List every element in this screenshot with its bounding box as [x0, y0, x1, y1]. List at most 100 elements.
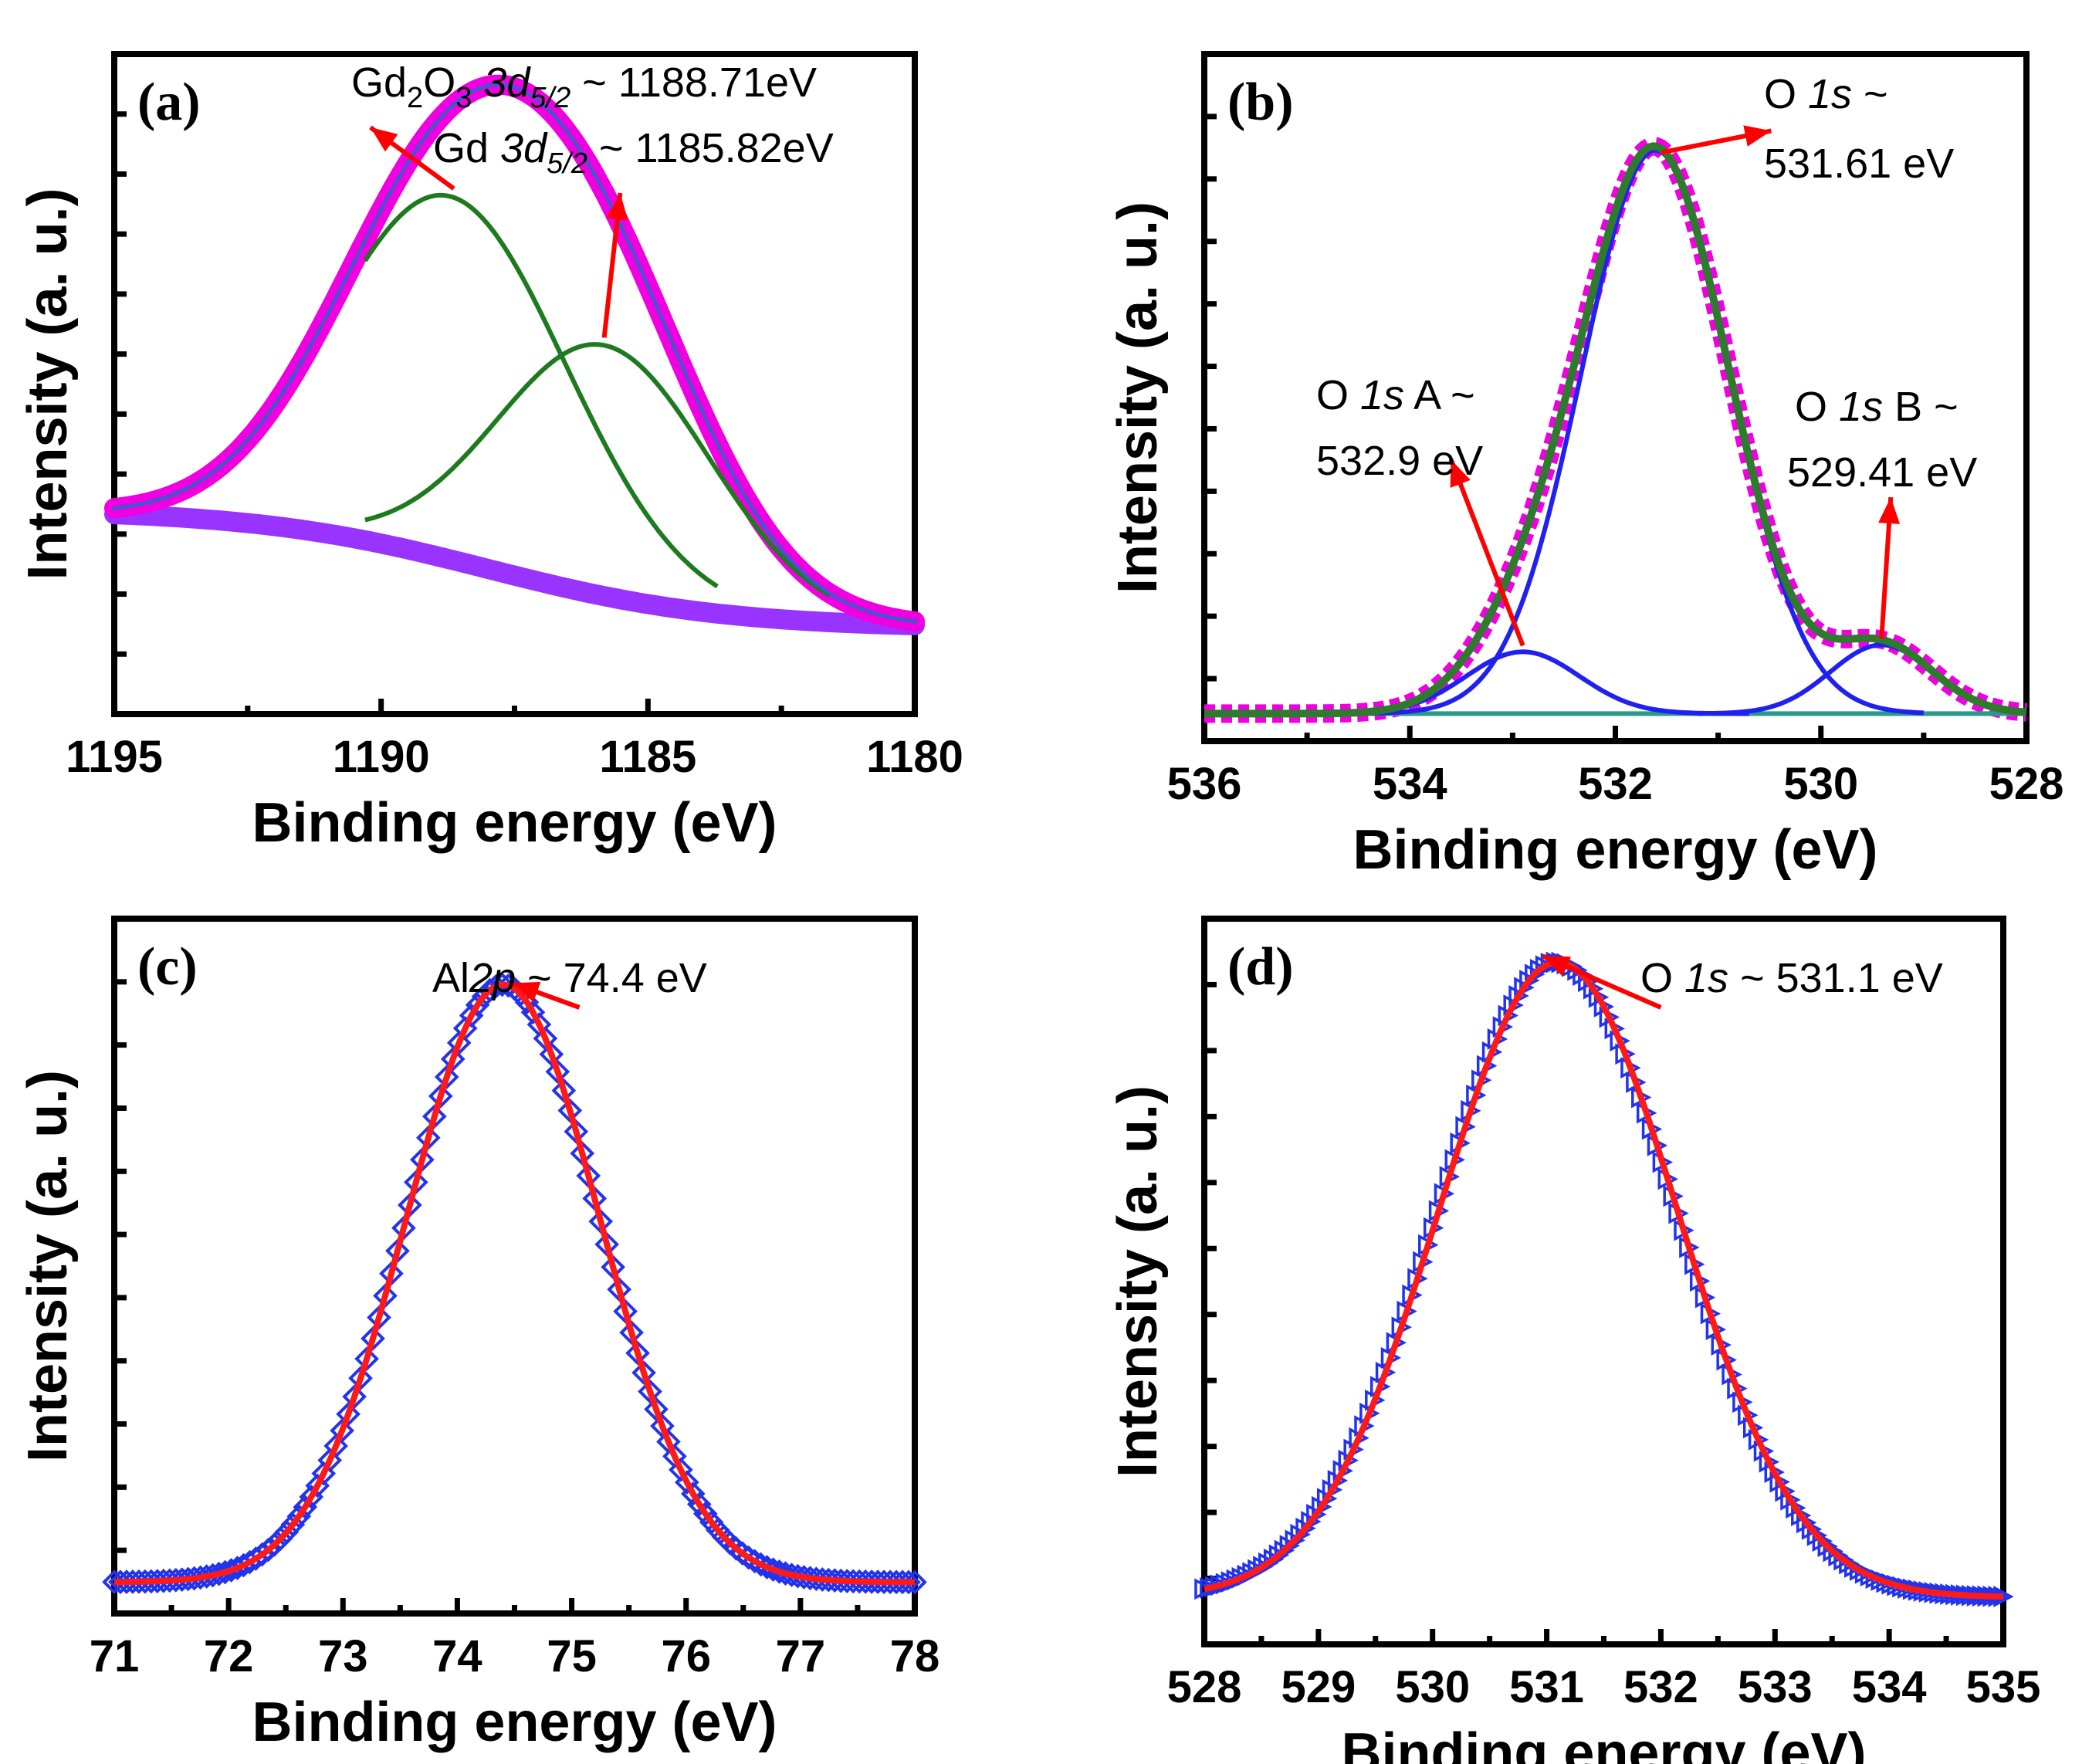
envelope-point: [770, 535, 775, 540]
envelope-point: [165, 494, 171, 499]
envelope-point: [618, 224, 624, 229]
envelope-point: [352, 259, 357, 264]
envelope-point: [298, 360, 303, 365]
panel-c: 71 72 73 74 75 76 77 78 Binding energy (eV) Inten…: [17, 916, 940, 1753]
envelope-point: [592, 171, 598, 177]
envelope-point: [530, 93, 535, 99]
annot-orbital: 1s: [1684, 955, 1728, 1001]
x-tick-label: 76: [661, 1631, 711, 1681]
envelope-point: [823, 588, 828, 594]
fit-curve: [114, 981, 915, 1586]
arrow-head: [606, 193, 628, 221]
annotation-o1s-b-value: 529.41 eV: [1787, 449, 1977, 496]
envelope-point: [388, 191, 393, 196]
envelope-point: [262, 415, 268, 421]
envelope-point: [787, 557, 793, 562]
envelope-point: [574, 142, 580, 147]
envelope-point: [672, 346, 677, 351]
envelope-point: [467, 90, 472, 96]
data-point: [1194, 1578, 1215, 1600]
envelope-point: [396, 175, 401, 181]
envelope-point: [681, 366, 686, 371]
background-band: [104, 504, 925, 635]
panel-label: (c): [137, 937, 198, 997]
plot-frame: [1201, 916, 2006, 1647]
envelope-point: [209, 470, 215, 476]
annot-sub-2: 2: [407, 82, 423, 114]
envelope-point: [459, 96, 464, 101]
envelope-point: [289, 375, 295, 381]
envelope-point: [272, 402, 277, 408]
x-tick-label: 73: [318, 1631, 368, 1681]
data-point: [686, 1491, 712, 1517]
annot-suffix: ~: [1852, 71, 1888, 117]
envelope-point: [183, 486, 188, 492]
envelope-point: [112, 506, 117, 511]
arrow-shaft: [1448, 459, 1525, 647]
envelope-point: [689, 387, 695, 392]
annot-suffix: B ~: [1883, 384, 1959, 430]
annotation-o1s: O 1s ~: [1764, 71, 1888, 117]
panel-label: (a): [137, 73, 201, 132]
fit-curve: [1204, 959, 2004, 1600]
envelope-point: [325, 311, 330, 317]
envelope-point: [752, 510, 757, 515]
envelope-point: [405, 160, 411, 165]
x-tick-label: 1190: [333, 732, 430, 782]
envelope-point: [512, 85, 517, 90]
envelope-point: [130, 503, 135, 508]
envelope-point: [858, 606, 864, 611]
envelope-point: [174, 490, 179, 496]
data-point: [489, 972, 515, 997]
x-tick-label: 71: [90, 1631, 140, 1681]
data-point: [440, 1047, 466, 1072]
envelope-point: [716, 445, 722, 450]
envelope-point: [201, 476, 206, 482]
component-gd: [364, 342, 831, 598]
x-axis-label: Binding energy (eV): [252, 1691, 777, 1753]
annot-orbital: 3d: [489, 125, 548, 171]
annot-value: ~ 1188.71eV: [570, 59, 817, 106]
envelope-point: [654, 304, 659, 310]
envelope-point: [547, 109, 553, 114]
envelope-point: [378, 207, 384, 212]
data-point: [539, 1041, 564, 1067]
envelope-point: [868, 609, 873, 615]
arrow-head: [1878, 497, 1901, 524]
arrow-head: [1450, 459, 1471, 488]
annot-orbital: 2p: [469, 955, 516, 1001]
envelope-point: [832, 594, 838, 599]
envelope-point: [423, 134, 428, 139]
annot-sub-52: 5/2: [547, 147, 587, 180]
x-tick-label: 72: [204, 1631, 254, 1681]
envelope-point: [885, 615, 891, 620]
arrow-head: [1542, 956, 1572, 977]
annot-orbital: 3d: [472, 59, 531, 106]
envelope-point: [645, 283, 651, 289]
arrow-head: [512, 981, 541, 1003]
envelope-point: [414, 147, 419, 152]
data-point: [545, 1059, 570, 1085]
envelope-point: [307, 344, 313, 350]
plot-frame: [111, 916, 918, 1617]
envelope-point: [343, 276, 348, 282]
x-tick-label: 530: [1395, 1662, 1470, 1712]
data-point: [342, 1384, 367, 1409]
annot-gd: Gd: [351, 59, 407, 106]
x-tick-label: 528: [1989, 759, 2064, 809]
envelope-point: [432, 122, 437, 127]
envelope-point: [726, 462, 731, 467]
data-point: [293, 1495, 318, 1519]
annot-orbital: 1s: [1839, 384, 1883, 430]
envelope-point: [485, 83, 490, 89]
arrow-head: [370, 127, 398, 152]
x-tick-label: 78: [890, 1631, 940, 1681]
envelope-point: [254, 427, 259, 432]
annot-element: O: [1764, 71, 1808, 117]
data-point: [465, 992, 490, 1017]
envelope-point: [565, 130, 570, 135]
x-axis-label: Binding energy (eV): [1341, 1722, 1866, 1764]
envelope-point: [494, 82, 499, 87]
y-axis-label: Intensity (a. u.): [17, 1070, 79, 1462]
x-tick-label: 530: [1783, 759, 1858, 809]
